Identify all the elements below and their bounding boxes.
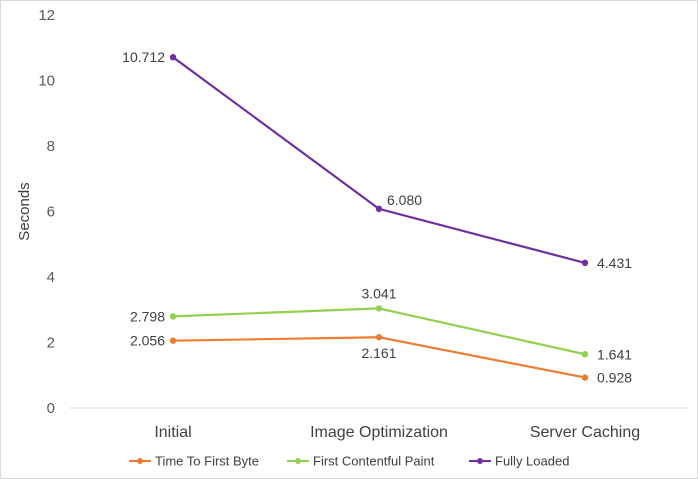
data-label: 4.431: [597, 255, 632, 271]
series-points: [169, 53, 589, 381]
y-tick-label: 8: [47, 138, 55, 155]
y-tick-label: 12: [38, 7, 55, 24]
legend-swatch-marker: [137, 458, 143, 464]
data-point: [169, 337, 177, 344]
data-labels: 2.056 2.161 0.928 2.798 3.041 1.641 10.712 6.08…: [122, 49, 632, 385]
data-label: 2.161: [361, 345, 396, 361]
data-label: 1.641: [597, 346, 632, 362]
legend: Time To First Byte First Contentful Paint…: [129, 454, 569, 469]
data-label: 0.928: [597, 370, 632, 386]
y-tick-label: 2: [47, 335, 55, 352]
data-point: [375, 305, 383, 312]
legend-swatch-marker: [477, 458, 483, 464]
y-axis-ticks: 0 2 4 6 8 10 12: [38, 7, 55, 417]
data-label: 2.056: [130, 333, 165, 349]
series-lines: [172, 56, 586, 379]
data-point: [581, 351, 589, 358]
data-point: [169, 53, 177, 61]
x-category-label: Initial: [154, 424, 191, 441]
legend-label: Fully Loaded: [495, 454, 569, 469]
data-point: [375, 205, 383, 213]
x-category-label: Server Caching: [530, 424, 640, 441]
legend-label: Time To First Byte: [155, 454, 259, 469]
x-category-label: Image Optimization: [310, 424, 448, 441]
x-axis-categories: Initial Image Optimization Server Caching: [154, 424, 640, 441]
data-label: 6.080: [387, 192, 422, 208]
data-label: 10.712: [122, 49, 165, 65]
data-point: [581, 374, 589, 381]
data-point: [375, 334, 383, 341]
legend-label: First Contentful Paint: [313, 454, 435, 469]
y-tick-label: 4: [47, 269, 55, 286]
data-point: [581, 259, 589, 267]
y-axis-label: Seconds: [16, 182, 33, 240]
legend-swatch-marker: [295, 458, 301, 464]
data-point: [169, 313, 177, 320]
y-tick-label: 0: [47, 400, 55, 417]
data-label: 3.041: [361, 285, 396, 301]
data-label: 2.798: [130, 308, 165, 324]
y-tick-label: 10: [38, 73, 55, 90]
y-tick-label: 6: [47, 204, 55, 221]
series-line: [172, 56, 586, 264]
